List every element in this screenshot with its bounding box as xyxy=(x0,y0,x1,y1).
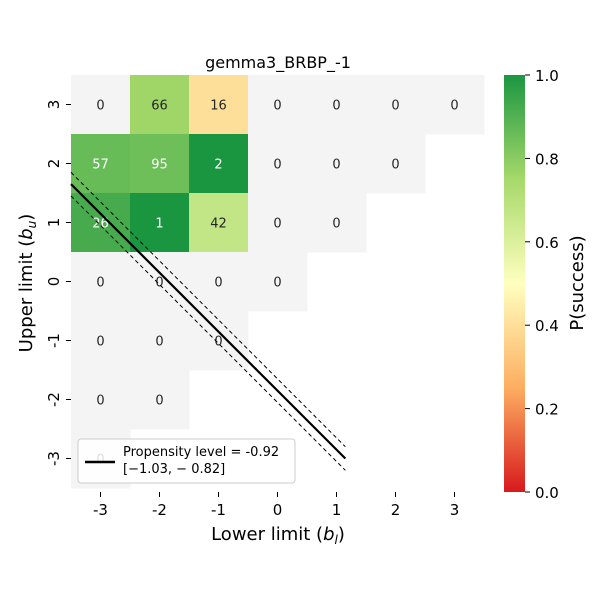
cell-value-label: 0 xyxy=(391,158,399,173)
cell-value-label: 0 xyxy=(155,335,163,350)
x-tick-label: -2 xyxy=(152,501,167,519)
x-tick-label: -1 xyxy=(211,501,226,519)
y-tick-label: 2 xyxy=(45,159,63,169)
x-tick-label: 1 xyxy=(332,501,342,519)
cell-value-label: 66 xyxy=(151,99,168,114)
heatmap-cell xyxy=(71,193,131,253)
cell-value-label: 0 xyxy=(155,394,163,409)
y-tick-label: 3 xyxy=(45,100,63,110)
heatmap-cell xyxy=(248,75,308,135)
heatmap-cell xyxy=(71,75,131,135)
legend-box xyxy=(77,438,296,484)
cell-value-label: 0 xyxy=(391,99,399,114)
heatmap-cell xyxy=(130,370,190,430)
heatmap-cell xyxy=(130,252,190,312)
heatmap-cell xyxy=(189,252,249,312)
heatmap-cell xyxy=(248,193,308,253)
heatmap-cell xyxy=(71,252,131,312)
heatmap-cell xyxy=(366,75,426,135)
heatmap-cell xyxy=(248,252,308,312)
colorbar-label: P(success) xyxy=(567,235,588,330)
heatmap-cell xyxy=(425,75,485,135)
cell-value-label: 0 xyxy=(450,99,458,114)
colorbar-tick-label: 0.2 xyxy=(535,401,559,419)
x-tick-label: 0 xyxy=(273,501,283,519)
heatmap-cell xyxy=(307,75,367,135)
x-tick-label: 3 xyxy=(450,501,460,519)
cell-value-label: 0 xyxy=(332,217,340,232)
heatmap-cell xyxy=(71,370,131,430)
cell-value-label: 0 xyxy=(273,158,281,173)
heatmap-cell xyxy=(307,193,367,253)
legend: Propensity level = -0.92 [−1.03, − 0.82] xyxy=(77,438,296,484)
cell-value-label: 0 xyxy=(214,335,222,350)
cell-value-label: 57 xyxy=(92,158,109,173)
heatmap-cell xyxy=(189,75,249,135)
colorbar-tick-label: 0.8 xyxy=(535,150,559,168)
heatmap-cell xyxy=(71,134,131,194)
colorbar: 0.0 0.2 0.4 0.6 0.8 1.0 P(success) xyxy=(504,67,588,502)
colorbar-tick-label: 0.0 xyxy=(535,484,559,502)
cell-value-label: 0 xyxy=(96,99,104,114)
cell-value-label: 26 xyxy=(92,217,109,232)
heatmap-cell xyxy=(130,75,190,135)
legend-line2: [−1.03, − 0.82] xyxy=(123,462,225,477)
y-tick-labels: 3 2 1 0 -1 -2 -3 xyxy=(45,100,71,466)
cell-value-label: 2 xyxy=(214,158,222,173)
x-axis-title: Lower limit (bl) xyxy=(211,524,345,547)
chart-title: gemma3_BRBP_-1 xyxy=(205,53,351,73)
colorbar-tick-label: 0.4 xyxy=(535,317,559,335)
x-tick-labels: -3 -2 -1 0 1 2 3 xyxy=(93,492,459,519)
cell-value-label: 0 xyxy=(96,335,104,350)
heatmap-cell xyxy=(248,134,308,194)
y-tick-label: -1 xyxy=(45,333,63,348)
cell-value-label: 95 xyxy=(151,158,168,173)
cell-labels: 0661600005795200026142000000000000 xyxy=(92,99,458,468)
colorbar-gradient xyxy=(504,75,525,492)
heatmap-cell xyxy=(130,134,190,194)
colorbar-ticks: 0.0 0.2 0.4 0.6 0.8 1.0 xyxy=(525,67,559,502)
cell-value-label: 0 xyxy=(155,276,163,291)
cell-value-label: 0 xyxy=(273,99,281,114)
y-tick-label: -3 xyxy=(45,451,63,466)
y-tick-label: 1 xyxy=(45,218,63,228)
heatmap-cell xyxy=(189,193,249,253)
cell-value-label: 0 xyxy=(96,276,104,291)
cell-value-label: 0 xyxy=(96,394,104,409)
cell-value-label: 1 xyxy=(155,217,163,232)
cell-value-label: 42 xyxy=(210,217,227,232)
propensity-lines xyxy=(70,171,347,471)
colorbar-tick-label: 1.0 xyxy=(535,67,559,85)
cell-value-label: 0 xyxy=(273,217,281,232)
x-tick-label: 2 xyxy=(391,501,401,519)
y-tick-label: 0 xyxy=(45,277,63,287)
heatmap-cell xyxy=(189,134,249,194)
cell-value-label: 0 xyxy=(273,276,281,291)
colorbar-tick-label: 0.6 xyxy=(535,234,559,252)
cell-value-label: 0 xyxy=(332,158,340,173)
cell-value-label: 16 xyxy=(210,99,227,114)
ci-upper-line xyxy=(70,171,346,448)
ci-lower-line xyxy=(70,195,346,471)
legend-line1: Propensity level = -0.92 xyxy=(123,445,279,460)
propensity-line xyxy=(70,183,347,460)
cell-value-label: 0 xyxy=(332,99,340,114)
heatmap-cell xyxy=(307,134,367,194)
heatmap-cell xyxy=(130,311,190,371)
heatmap-cell xyxy=(71,311,131,371)
x-tick-label: -3 xyxy=(93,501,108,519)
heatmap-cell xyxy=(130,193,190,253)
heatmap-cell xyxy=(366,134,426,194)
y-tick-label: -2 xyxy=(45,392,63,407)
cell-value-label: 0 xyxy=(214,276,222,291)
heatmap-cell xyxy=(189,311,249,371)
y-axis-title: Upper limit (bu) xyxy=(16,214,39,353)
